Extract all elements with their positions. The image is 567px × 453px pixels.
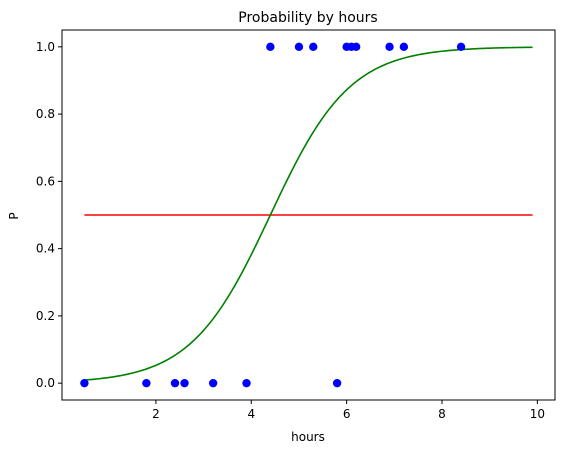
data-point xyxy=(294,42,304,52)
data-point xyxy=(80,378,89,388)
data-point xyxy=(142,378,151,388)
data-point xyxy=(266,42,275,52)
data-point xyxy=(351,42,361,52)
x-tick-label: 4 xyxy=(247,407,255,421)
plot-area-border xyxy=(61,29,556,401)
data-point xyxy=(242,378,251,388)
y-tick-label: 0.6 xyxy=(36,174,55,188)
x-tick-label: 8 xyxy=(438,407,446,421)
data-point xyxy=(332,378,342,388)
y-tick-label: 0.4 xyxy=(36,242,55,256)
plot-frame xyxy=(61,29,556,401)
x-tick-label: 10 xyxy=(530,407,545,421)
x-axis-ticks: 2 4 6 8 10 xyxy=(152,400,545,421)
data-point xyxy=(170,378,180,388)
data-point xyxy=(456,42,466,52)
y-tick-label: 0.8 xyxy=(36,107,55,121)
x-tick-label: 6 xyxy=(343,407,351,421)
y-tick-label: 0.2 xyxy=(36,309,55,323)
y-tick-label: 0.0 xyxy=(36,376,55,390)
data-point xyxy=(208,378,218,388)
data-point xyxy=(385,42,394,52)
data-point xyxy=(309,42,318,52)
y-tick-label: 1.0 xyxy=(36,40,55,54)
logistic-curve-line xyxy=(84,46,533,381)
scatter-points xyxy=(80,42,466,388)
series-lines xyxy=(84,46,533,381)
chart-title: Probability by hours xyxy=(238,10,377,26)
x-axis-label: hours xyxy=(291,430,325,444)
x-tick-label: 2 xyxy=(152,407,160,421)
data-point xyxy=(399,42,409,52)
y-axis-ticks: 0.0 0.2 0.4 0.6 0.8 1.0 xyxy=(36,40,62,390)
data-point xyxy=(180,378,189,388)
y-axis-label: P xyxy=(7,212,21,219)
